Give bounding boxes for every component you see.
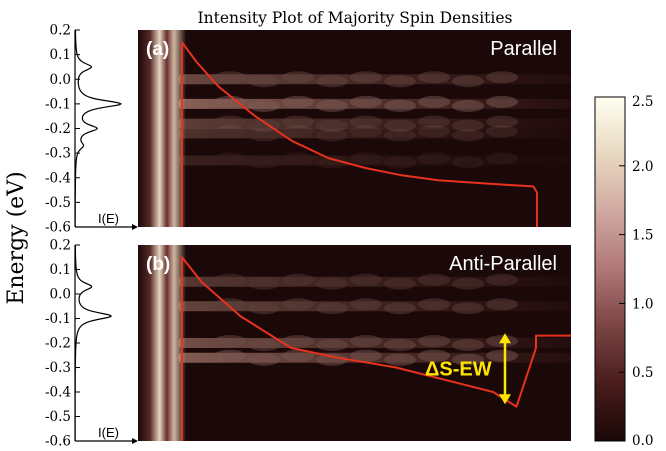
- heatmap: [138, 30, 571, 227]
- y-tick-label: -0.2: [45, 121, 71, 137]
- intensity-axis-arrow: [132, 224, 138, 230]
- y-tick-label: 0.0: [50, 287, 71, 303]
- colorbar-tick-label: 1.5: [632, 228, 653, 244]
- gap-annotation: ΔS-EW: [425, 333, 511, 405]
- y-tick-label: -0.1: [45, 311, 71, 327]
- red-curve: [181, 41, 538, 227]
- red-curve: [181, 256, 571, 441]
- heatmap-band: [178, 95, 571, 112]
- panel-config-label: Parallel: [490, 38, 557, 60]
- y-tick-label: 0.0: [50, 72, 71, 88]
- y-tick-label: -0.3: [45, 146, 71, 162]
- y-tick-label: -0.4: [45, 170, 71, 186]
- intensity-axis-arrow: [132, 438, 138, 444]
- colorbar-ticks: 2.5 2.0 1.5 1.0 0.5 0.0: [619, 94, 653, 449]
- heatmap-band: [178, 71, 571, 88]
- dos-profile-label: I(E): [98, 211, 119, 226]
- y-tick-label: 0.2: [50, 238, 71, 254]
- colorbar-scale: [594, 96, 626, 442]
- panel-label: (a): [146, 39, 169, 60]
- colorbar-tick-label: 2.5: [632, 94, 653, 110]
- y-tick-label: -0.6: [45, 220, 71, 236]
- panel-config-label: Anti-Parallel: [449, 253, 557, 275]
- y-tick-label: -0.6: [45, 434, 71, 450]
- heatmap-band: [178, 152, 571, 169]
- dos-axis: 0.2 0.1 0.0 -0.1 -0.2 -0.3 -0.4 -0.5 -0.6 I(E): [45, 23, 138, 236]
- dos-axis: 0.2 0.1 0.0 -0.1 -0.2 -0.3 -0.4 -0.5 -0.6 I(E): [45, 238, 138, 450]
- y-axis-label: Energy (eV): [4, 171, 29, 304]
- chart-title: Intensity Plot of Majority Spin Densitie…: [198, 9, 513, 27]
- y-tick-label: -0.1: [45, 96, 71, 112]
- gap-arrow-head-down: [499, 394, 511, 405]
- dos-profile-label: I(E): [98, 425, 119, 440]
- y-tick-label: 0.2: [50, 23, 71, 39]
- y-tick-label: -0.4: [45, 385, 71, 401]
- gap-label: ΔS-EW: [425, 359, 492, 381]
- heatmap: [138, 245, 571, 441]
- y-tick-label: -0.2: [45, 336, 71, 352]
- heatmap-band: [178, 349, 571, 366]
- edge-state-glow: [138, 30, 186, 227]
- heatmap-band: [178, 273, 571, 290]
- panel-b: 0.2 0.1 0.0 -0.1 -0.2 -0.3 -0.4 -0.5 -0.6 I(E) (b)…: [45, 238, 571, 450]
- dos-profile-curve: [74, 29, 123, 227]
- y-tick-label: 0.1: [50, 262, 71, 278]
- y-tick-label: -0.3: [45, 360, 71, 376]
- gap-arrow-head-up: [499, 333, 511, 344]
- colorbar-tick-label: 0.0: [632, 433, 653, 449]
- panel-a: 0.2 0.1 0.0 -0.1 -0.2 -0.3 -0.4 -0.5 -0.6 I(E) (a)…: [45, 23, 571, 236]
- colorbar-tick-label: 2.0: [632, 159, 653, 175]
- y-tick-label: -0.5: [45, 409, 71, 425]
- heatmap-band: [178, 335, 571, 351]
- heatmap-band: [178, 115, 571, 132]
- heatmap-band: [178, 125, 571, 142]
- panel-label: (b): [146, 254, 170, 275]
- dos-profile-curve: [74, 245, 112, 441]
- colorbar-tick-label: 0.5: [632, 365, 653, 381]
- heatmap-band: [178, 298, 571, 315]
- y-tick-label: -0.5: [45, 195, 71, 211]
- colorbar-tick-label: 1.0: [632, 296, 653, 312]
- y-tick-label: 0.1: [50, 47, 71, 63]
- colorbar: 2.5 2.0 1.5 1.0 0.5 0.0: [594, 94, 653, 449]
